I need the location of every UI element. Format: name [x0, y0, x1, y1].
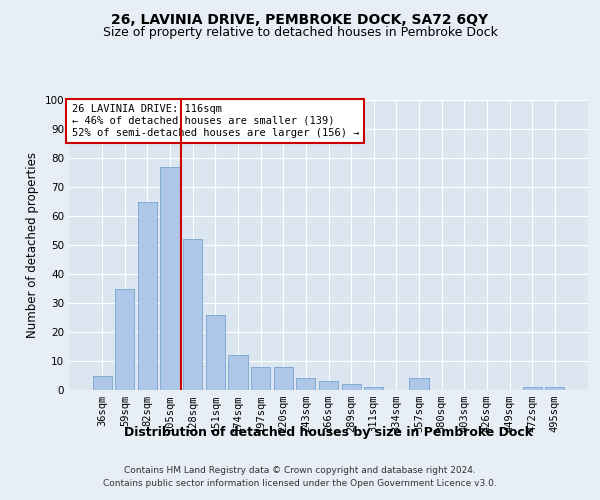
Bar [274, 367, 293, 390]
Text: Contains HM Land Registry data © Crown copyright and database right 2024.
Contai: Contains HM Land Registry data © Crown c… [103, 466, 497, 487]
Bar [319, 382, 338, 390]
Bar [409, 378, 428, 390]
Text: 26 LAVINIA DRIVE: 116sqm
← 46% of detached houses are smaller (139)
52% of semi-: 26 LAVINIA DRIVE: 116sqm ← 46% of detach… [71, 104, 359, 138]
Text: 26, LAVINIA DRIVE, PEMBROKE DOCK, SA72 6QY: 26, LAVINIA DRIVE, PEMBROKE DOCK, SA72 6… [112, 12, 488, 26]
Bar [115, 288, 134, 390]
Y-axis label: Number of detached properties: Number of detached properties [26, 152, 39, 338]
Bar [229, 355, 248, 390]
Bar [183, 239, 202, 390]
Text: Size of property relative to detached houses in Pembroke Dock: Size of property relative to detached ho… [103, 26, 497, 39]
Bar [138, 202, 157, 390]
Bar [296, 378, 316, 390]
Bar [160, 166, 180, 390]
Bar [341, 384, 361, 390]
Bar [251, 367, 270, 390]
Bar [206, 314, 225, 390]
Bar [523, 387, 542, 390]
Bar [545, 387, 565, 390]
Bar [364, 387, 383, 390]
Text: Distribution of detached houses by size in Pembroke Dock: Distribution of detached houses by size … [124, 426, 533, 439]
Bar [92, 376, 112, 390]
